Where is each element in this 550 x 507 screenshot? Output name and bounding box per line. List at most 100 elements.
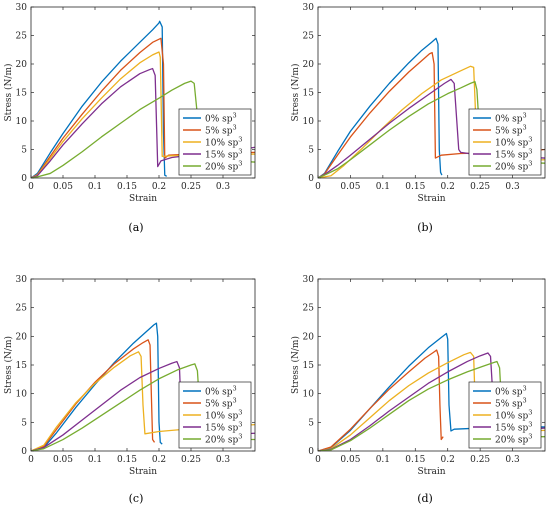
x-tick-label: 0.3 xyxy=(216,455,231,465)
x-tick-label: 0 xyxy=(315,182,321,192)
legend-entry: 10% sp3 xyxy=(495,409,532,422)
legend-entry: 15% sp3 xyxy=(495,421,532,434)
legend-entry: 5% sp3 xyxy=(495,124,527,137)
series-line xyxy=(31,322,163,451)
x-tick-label: 0.05 xyxy=(53,455,73,465)
legend-entry: 0% sp3 xyxy=(205,385,237,398)
panel-label: (a) xyxy=(128,221,143,234)
y-tick-label: 10 xyxy=(303,117,315,127)
x-tick-label: 0.15 xyxy=(117,455,137,465)
x-tick-label: 0 xyxy=(28,182,34,192)
y-tick-label: 10 xyxy=(303,390,315,400)
legend-box xyxy=(178,381,252,449)
y-tick-label: 25 xyxy=(16,32,28,42)
x-tick-label: 0.3 xyxy=(505,182,520,192)
legend-entry: 0% sp3 xyxy=(205,112,237,125)
x-tick-label: 0 xyxy=(28,455,34,465)
chart-panel: 0 0.05 0.1 0.15 0.2 0.25 0.3 0 5 10 15 20 25 30 Strain… xyxy=(3,275,256,505)
y-tick-label: 30 xyxy=(303,275,315,285)
x-tick-label: 0.25 xyxy=(470,455,490,465)
legend-entry: 15% sp3 xyxy=(205,421,242,434)
legend-entry: 10% sp3 xyxy=(205,409,242,422)
y-tick-label: 20 xyxy=(303,332,315,342)
y-tick-label: 30 xyxy=(303,3,315,13)
x-tick-label: 0.25 xyxy=(470,182,490,192)
legend-entry: 0% sp3 xyxy=(495,385,527,398)
legend-entry: 10% sp3 xyxy=(205,136,242,149)
y-tick-label: 20 xyxy=(303,60,315,70)
x-tick-label: 0.25 xyxy=(181,455,201,465)
legend-entry: 20% sp3 xyxy=(495,433,532,446)
legend-entry: 5% sp3 xyxy=(495,397,527,410)
y-tick-label: 0 xyxy=(21,174,27,184)
chart-panel: 0 0.05 0.1 0.15 0.2 0.25 0.3 0 5 10 15 20 25 30 Strain… xyxy=(3,3,256,234)
x-tick-label: 0 xyxy=(315,455,321,465)
y-tick-label: 15 xyxy=(16,89,28,99)
legend-entry: 15% sp3 xyxy=(495,148,532,161)
y-tick-label: 5 xyxy=(308,146,314,156)
x-tick-label: 0.05 xyxy=(340,455,360,465)
legend-entry: 0% sp3 xyxy=(495,112,527,125)
y-tick-label: 5 xyxy=(308,418,314,428)
x-tick-label: 0.1 xyxy=(88,182,102,192)
legend-entry: 20% sp3 xyxy=(205,160,242,173)
chart-panel: 0 0.05 0.1 0.15 0.2 0.25 0.3 0 5 10 15 20 25 30 Strain… xyxy=(290,3,546,234)
legend-entry: 20% sp3 xyxy=(495,160,532,173)
x-axis-label: Strain xyxy=(417,467,445,477)
panel-label: (c) xyxy=(129,492,144,505)
x-tick-label: 0.1 xyxy=(376,455,390,465)
y-tick-label: 30 xyxy=(16,275,28,285)
x-tick-label: 0.15 xyxy=(117,182,137,192)
x-axis-label: Strain xyxy=(417,194,445,204)
y-tick-label: 25 xyxy=(16,304,28,314)
y-tick-label: 10 xyxy=(16,117,28,127)
x-tick-label: 0.05 xyxy=(53,182,73,192)
y-tick-label: 15 xyxy=(16,361,28,371)
y-tick-label: 0 xyxy=(21,447,27,457)
panel-label: (b) xyxy=(417,221,433,234)
y-tick-label: 10 xyxy=(16,390,28,400)
series-line xyxy=(31,20,168,178)
x-tick-label: 0.15 xyxy=(405,455,425,465)
y-tick-label: 5 xyxy=(21,418,27,428)
y-tick-label: 15 xyxy=(303,361,315,371)
y-axis-label: Stress (N/m) xyxy=(290,336,301,394)
x-axis-label: Strain xyxy=(129,467,157,477)
y-axis-label: Stress (N/m) xyxy=(290,64,301,122)
x-tick-label: 0.3 xyxy=(216,182,231,192)
x-tick-label: 0.2 xyxy=(441,455,455,465)
legend-entry: 10% sp3 xyxy=(495,136,532,149)
x-tick-label: 0.1 xyxy=(88,455,102,465)
series-line xyxy=(318,37,443,178)
x-tick-label: 0.15 xyxy=(405,182,425,192)
y-tick-label: 5 xyxy=(21,146,27,156)
y-tick-label: 15 xyxy=(303,89,315,99)
y-tick-label: 0 xyxy=(308,174,314,184)
y-tick-label: 0 xyxy=(308,447,314,457)
x-tick-label: 0.1 xyxy=(376,182,390,192)
series-line xyxy=(31,339,156,451)
x-axis-label: Strain xyxy=(129,194,157,204)
y-tick-label: 20 xyxy=(16,60,28,70)
legend-entry: 5% sp3 xyxy=(205,397,237,410)
y-axis-label: Stress (N/m) xyxy=(3,64,14,122)
x-tick-label: 0.25 xyxy=(181,182,201,192)
x-tick-label: 0.05 xyxy=(340,182,360,192)
legend-entry: 20% sp3 xyxy=(205,433,242,446)
legend-entry: 15% sp3 xyxy=(205,148,242,161)
y-tick-label: 20 xyxy=(16,332,28,342)
x-tick-label: 0.2 xyxy=(441,182,455,192)
y-tick-label: 25 xyxy=(303,304,315,314)
x-tick-label: 0.2 xyxy=(152,455,166,465)
x-tick-label: 0.2 xyxy=(152,182,166,192)
y-axis-label: Stress (N/m) xyxy=(3,336,14,394)
x-tick-label: 0.3 xyxy=(505,455,520,465)
chart-panel: 0 0.05 0.1 0.15 0.2 0.25 0.3 0 5 10 15 20 25 30 Strain… xyxy=(290,275,546,505)
y-tick-label: 30 xyxy=(16,3,28,13)
series-line xyxy=(318,349,444,451)
